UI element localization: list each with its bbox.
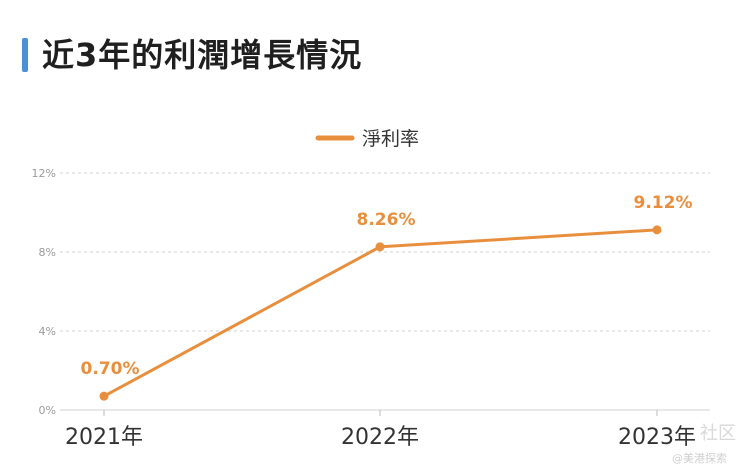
x-tick-label: 2022年 [341,425,419,450]
y-tick-label: 12% [32,167,56,180]
data-point [375,242,385,252]
x-tick-label: 2023年 [618,425,696,450]
legend-label: 淨利率 [362,128,419,150]
y-tick-label: 4% [39,325,56,338]
watermark-handle: @美港探索 [672,451,727,465]
data-label: 0.70% [81,359,140,379]
chart-title: 近3年的利潤增長情況 [42,36,363,74]
watermark-text: 社区 [700,423,736,444]
data-label: 8.26% [357,210,416,230]
data-point [652,225,662,235]
x-tick-label: 2021年 [65,425,143,450]
y-tick-label: 0% [39,404,56,417]
title-accent-bar [22,38,28,72]
y-tick-label: 8% [39,246,56,259]
data-label: 9.12% [634,193,693,213]
series-line [103,228,658,398]
data-point [99,391,109,401]
